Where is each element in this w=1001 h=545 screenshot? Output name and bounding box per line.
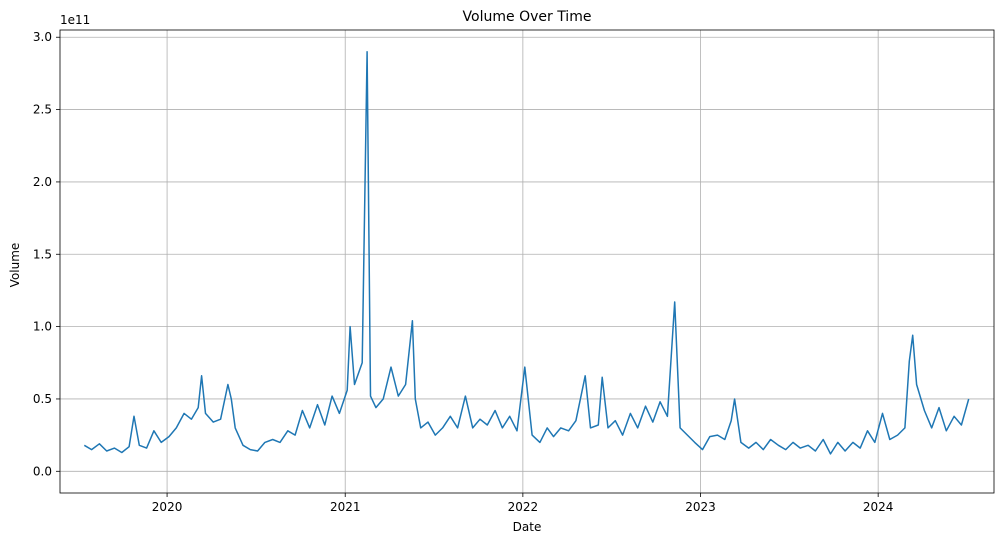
y-tick-label: 2.0 [33, 175, 52, 189]
y-offset-label: 1e11 [60, 13, 90, 27]
chart-title: Volume Over Time [463, 9, 592, 25]
x-tick-label: 2022 [508, 500, 539, 514]
grid [60, 30, 994, 493]
x-tick-label: 2023 [685, 500, 716, 514]
y-tick-label: 0.5 [33, 392, 52, 406]
plot-frame [59, 29, 995, 494]
axis-ticks: 2020 2021 2022 2023 2024 0.0 0.5 1.0 1.5 2.0 2.5 3.… [33, 30, 894, 514]
y-tick-label: 1.5 [33, 247, 52, 261]
x-tick-label: 2024 [863, 500, 894, 514]
y-tick-label: 0.0 [33, 464, 52, 478]
y-tick-label: 3.0 [33, 30, 52, 44]
y-tick-label: 1.0 [33, 320, 52, 334]
y-tick-label: 2.5 [33, 103, 52, 117]
x-tick-label: 2020 [152, 500, 183, 514]
x-tick-label: 2021 [330, 500, 361, 514]
volume-series-line [83, 50, 970, 455]
x-axis-label: Date [513, 520, 542, 534]
y-axis-label: Volume [8, 243, 22, 288]
